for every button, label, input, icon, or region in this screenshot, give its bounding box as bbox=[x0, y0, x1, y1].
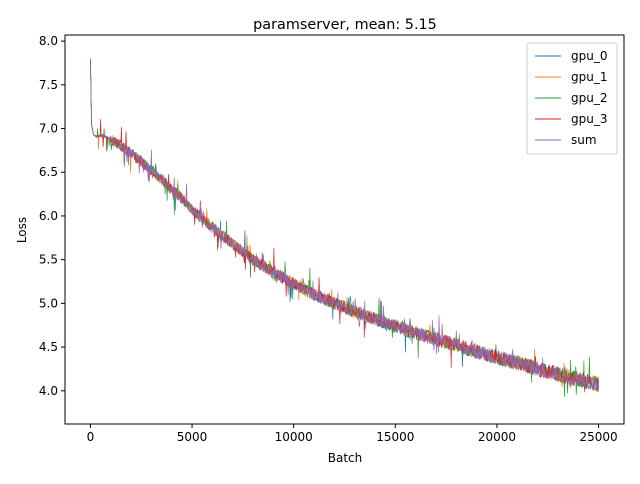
y-tick-label: 4.5 bbox=[39, 340, 58, 354]
x-tick-label: 5000 bbox=[177, 430, 208, 444]
x-axis-ticks: 0 5000 10000 15000 20000 25000 bbox=[87, 424, 618, 444]
y-tick-label: 6.0 bbox=[39, 209, 58, 223]
y-tick-label: 7.5 bbox=[39, 78, 58, 92]
chart-title: paramserver, mean: 5.15 bbox=[253, 17, 437, 33]
legend-label-gpu_0: gpu_0 bbox=[571, 49, 607, 63]
legend-label-sum: sum bbox=[571, 133, 597, 147]
y-axis-ticks: 4.0 4.5 5.0 5.5 6.0 6.5 7.0 7.5 8.0 bbox=[39, 34, 65, 398]
legend-label-gpu_1: gpu_1 bbox=[571, 70, 607, 84]
legend-label-gpu_2: gpu_2 bbox=[571, 91, 607, 105]
x-tick-label: 20000 bbox=[478, 430, 516, 444]
x-tick-label: 25000 bbox=[579, 430, 617, 444]
y-tick-label: 8.0 bbox=[39, 34, 58, 48]
legend-label-gpu_3: gpu_3 bbox=[571, 112, 607, 126]
y-tick-label: 5.0 bbox=[39, 296, 58, 310]
series-line-sum bbox=[90, 58, 599, 391]
y-tick-label: 7.0 bbox=[39, 122, 58, 136]
y-tick-label: 5.5 bbox=[39, 253, 58, 267]
x-axis-label: Batch bbox=[328, 451, 363, 465]
axes-frame bbox=[64, 34, 625, 425]
y-axis-label: Loss bbox=[15, 217, 29, 243]
x-tick-label: 15000 bbox=[376, 430, 414, 444]
y-tick-label: 6.5 bbox=[39, 165, 58, 179]
plot-lines bbox=[90, 58, 599, 398]
y-tick-label: 4.0 bbox=[39, 384, 58, 398]
legend-box bbox=[526, 42, 618, 155]
x-tick-label: 10000 bbox=[275, 430, 313, 444]
x-tick-label: 0 bbox=[87, 430, 95, 444]
